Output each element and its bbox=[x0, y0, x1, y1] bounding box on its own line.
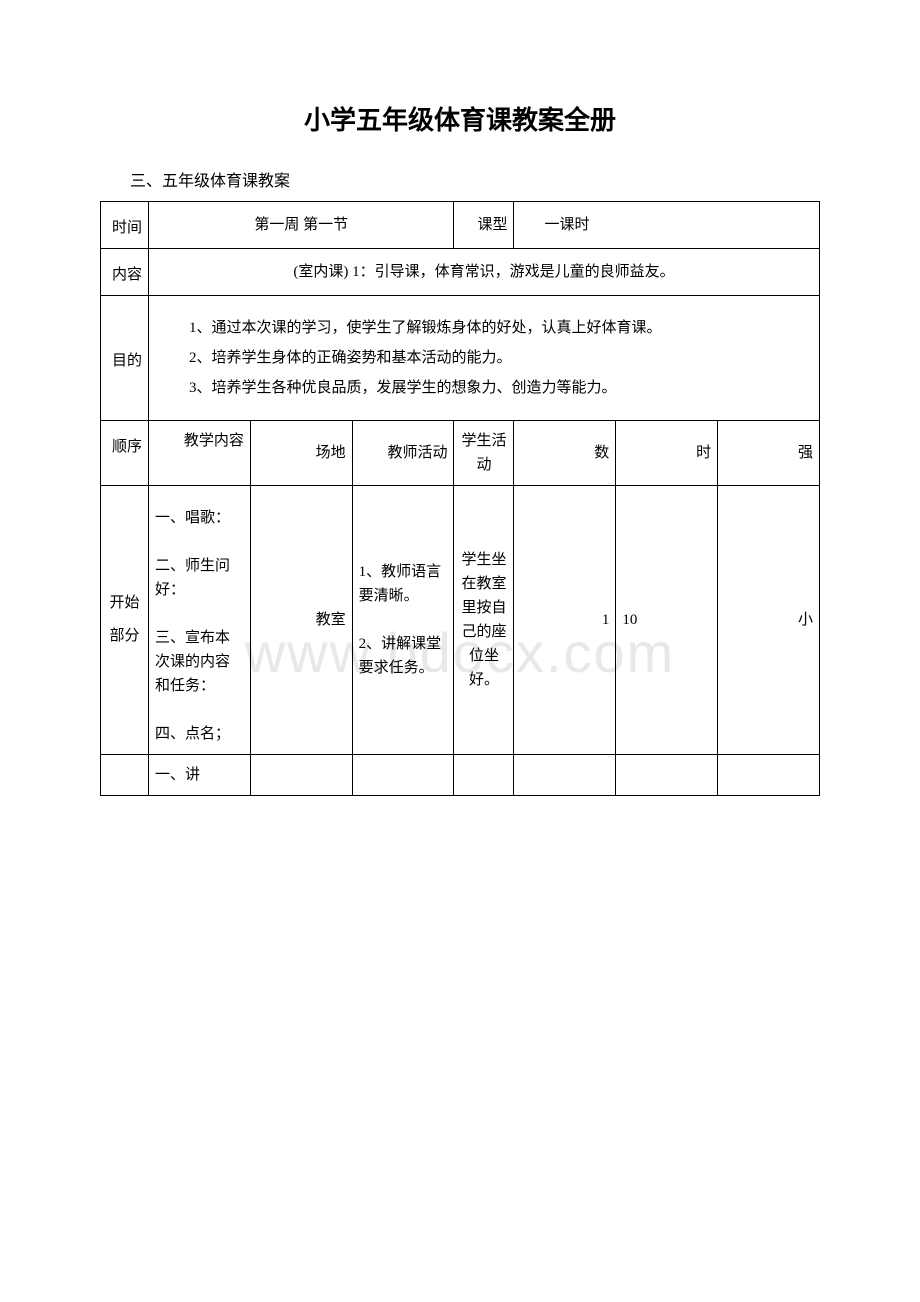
time-partial bbox=[616, 755, 718, 796]
content-partial: 一、讲 bbox=[149, 755, 251, 796]
header-intensity: 强 bbox=[718, 421, 820, 486]
count-start: 1 bbox=[514, 486, 616, 755]
header-time: 时 bbox=[616, 421, 718, 486]
page-title: 小学五年级体育课教案全册 bbox=[100, 100, 820, 137]
objective-line1: 1、通过本次课的学习，使学生了解锻炼身体的好处，认真上好体育课。 bbox=[159, 316, 809, 340]
label-time: 时间 bbox=[101, 202, 149, 249]
lesson-plan-table: 时间 第一周 第一节 课型 一课时 内容 (室内课) 1：引导课，体育常识，游戏… bbox=[100, 201, 820, 796]
teacher-start: 1、教师语言要清晰。 2、讲解课堂要求任务。 bbox=[352, 486, 454, 755]
value-content: (室内课) 1：引导课，体育常识，游戏是儿童的良师益友。 bbox=[149, 249, 820, 296]
header-count: 数 bbox=[514, 421, 616, 486]
row-start-section: 开始部分 一、唱歌： 二、师生问好： 三、宣布本次课的内容和任务： 四、点名； … bbox=[101, 486, 820, 755]
seq-start: 开始部分 bbox=[101, 486, 149, 755]
place-partial bbox=[250, 755, 352, 796]
header-teach-content: 教学内容 bbox=[149, 421, 251, 486]
content-start: 一、唱歌： 二、师生问好： 三、宣布本次课的内容和任务： 四、点名； bbox=[149, 486, 251, 755]
teacher-partial bbox=[352, 755, 454, 796]
student-start: 学生坐在教室里按自己的座位坐好。 bbox=[454, 486, 514, 755]
intensity-partial bbox=[718, 755, 820, 796]
row-content: 内容 (室内课) 1：引导课，体育常识，游戏是儿童的良师益友。 bbox=[101, 249, 820, 296]
row-partial: 一、讲 bbox=[101, 755, 820, 796]
value-objectives: 1、通过本次课的学习，使学生了解锻炼身体的好处，认真上好体育课。 2、培养学生身… bbox=[149, 296, 820, 421]
header-seq: 顺序 bbox=[101, 421, 149, 486]
student-partial bbox=[454, 755, 514, 796]
label-content: 内容 bbox=[101, 249, 149, 296]
place-start: 教室 bbox=[250, 486, 352, 755]
objective-line2: 2、培养学生身体的正确姿势和基本活动的能力。 bbox=[159, 346, 809, 370]
header-teacher: 教师活动 bbox=[352, 421, 454, 486]
row-header: 顺序 教学内容 场地 教师活动 学生活动 数 时 强 bbox=[101, 421, 820, 486]
row-objectives: 目的 1、通过本次课的学习，使学生了解锻炼身体的好处，认真上好体育课。 2、培养… bbox=[101, 296, 820, 421]
label-class-type: 课型 bbox=[454, 202, 514, 249]
subtitle: 三、五年级体育课教案 bbox=[100, 167, 820, 191]
value-time: 第一周 第一节 bbox=[149, 202, 454, 249]
row-time: 时间 第一周 第一节 课型 一课时 bbox=[101, 202, 820, 249]
document-content: 小学五年级体育课教案全册 三、五年级体育课教案 时间 第一周 第一节 课型 一课… bbox=[100, 100, 820, 796]
header-student: 学生活动 bbox=[454, 421, 514, 486]
header-place: 场地 bbox=[250, 421, 352, 486]
seq-partial bbox=[101, 755, 149, 796]
time-start: 10 bbox=[616, 486, 718, 755]
label-objective: 目的 bbox=[101, 296, 149, 421]
value-class-type: 一课时 bbox=[514, 202, 820, 249]
objective-line3: 3、培养学生各种优良品质，发展学生的想象力、创造力等能力。 bbox=[159, 376, 809, 400]
intensity-start: 小 bbox=[718, 486, 820, 755]
count-partial bbox=[514, 755, 616, 796]
